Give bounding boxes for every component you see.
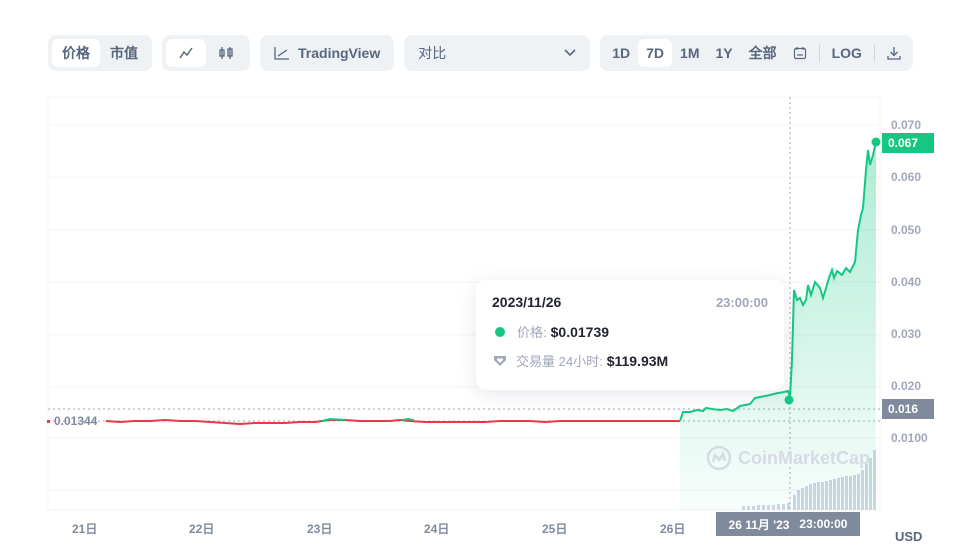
crosshair-date: 26 11月 '23: [728, 517, 790, 532]
candlestick-icon: [219, 47, 233, 59]
tooltip-date: 2023/11/26: [492, 294, 562, 310]
y-tick: 0.040: [891, 275, 922, 289]
calendar-button[interactable]: [785, 39, 815, 67]
chart-tooltip: 2023/11/26 23:00:00 价格: $0.01739 交易量 24小…: [476, 280, 784, 390]
range-7d[interactable]: 7D: [638, 39, 673, 67]
compare-dropdown[interactable]: 对比: [404, 35, 591, 71]
y-tick: 0.030: [891, 327, 922, 341]
crosshair-point: [784, 395, 794, 405]
chevron-down-icon: [564, 49, 576, 57]
tooltip-volume-label: 交易量 24小时:: [516, 354, 603, 369]
current-price-tag: 0.067: [882, 133, 934, 153]
coinmarketcap-logo-icon: [706, 445, 732, 471]
tab-marketcap[interactable]: 市值: [110, 45, 138, 61]
calendar-icon: [793, 47, 806, 60]
x-tick: 24日: [424, 522, 450, 536]
time-range-selector: 1D 7D 1M 1Y 全部 LOG: [600, 35, 913, 71]
price-line-below: [105, 418, 680, 426]
x-tick: 22日: [189, 522, 215, 536]
open-price-label: 0.01344: [54, 414, 98, 428]
price-dot-icon: [495, 326, 505, 337]
chart-type-toggle: [162, 35, 250, 71]
currency-label: USD: [895, 529, 923, 544]
range-1d[interactable]: 1D: [612, 45, 631, 61]
price-area-fill: [680, 142, 876, 510]
tooltip-time: 23:00:00: [715, 294, 768, 310]
tradingview-icon: [274, 47, 289, 60]
divider: [818, 44, 820, 62]
tooltip-volume-row: 交易量 24小时: $119.93M: [492, 351, 768, 370]
crosshair-time: 23:00:00: [799, 517, 848, 531]
x-tick: 23日: [307, 522, 333, 536]
y-tick: 0.050: [891, 223, 922, 237]
line-chart-button[interactable]: [166, 39, 206, 67]
divider: [873, 44, 875, 62]
line-chart-icon: [179, 47, 193, 59]
y-tick: 0.070: [891, 118, 922, 132]
x-tick: 21日: [72, 522, 98, 536]
range-1y[interactable]: 1Y: [715, 45, 733, 61]
tab-price[interactable]: 价格: [52, 39, 100, 67]
price-line-above-2: [401, 417, 415, 421]
y-tick: 0.0100: [891, 431, 928, 445]
tooltip-volume-value: $119.93M: [606, 352, 669, 369]
volume-shield-icon: [494, 355, 506, 366]
price-line-above-1: [321, 417, 346, 422]
download-button[interactable]: [879, 39, 909, 67]
range-1m[interactable]: 1M: [680, 45, 700, 61]
coinmarketcap-watermark: CoinMarketCap: [706, 445, 870, 471]
tradingview-label: TradingView: [298, 45, 381, 61]
price-line-above: [679, 141, 877, 422]
price-marketcap-toggle: 价格 市值: [48, 35, 152, 71]
watermark-text: CoinMarketCap: [738, 447, 871, 468]
range-all[interactable]: 全部: [748, 45, 777, 61]
crosshair-price-tag: 0.016: [882, 399, 934, 419]
candlestick-button[interactable]: [206, 39, 246, 67]
compare-label: 对比: [418, 45, 447, 61]
crosshair-date-tag: 26 11月 '23 23:00:00: [716, 512, 860, 536]
download-icon: [887, 47, 901, 60]
tradingview-button[interactable]: TradingView: [260, 35, 395, 71]
y-tick: 0.060: [891, 170, 922, 184]
last-price-point: [871, 137, 881, 147]
x-tick: 26日: [660, 522, 686, 536]
chart-toolbar: 价格 市值 TradingView 对比 1D 7D 1M 1Y 全部 LOG: [48, 35, 913, 71]
open-price-marker: [47, 420, 50, 423]
tooltip-price-value: $0.01739: [550, 323, 610, 340]
log-scale-button[interactable]: LOG: [831, 45, 862, 61]
tooltip-price-row: 价格: $0.01739: [492, 322, 768, 341]
tooltip-price-label: 价格:: [517, 325, 547, 340]
x-tick: 25日: [542, 522, 568, 536]
y-tick: 0.020: [891, 379, 922, 393]
